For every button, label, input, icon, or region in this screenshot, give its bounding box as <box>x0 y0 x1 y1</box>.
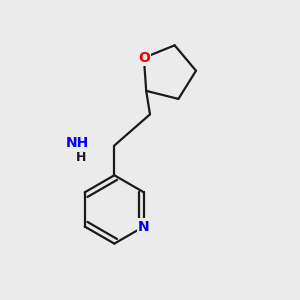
Text: H: H <box>76 151 86 164</box>
Text: O: O <box>138 51 150 65</box>
Text: N: N <box>138 220 150 233</box>
Text: NH: NH <box>66 136 89 150</box>
